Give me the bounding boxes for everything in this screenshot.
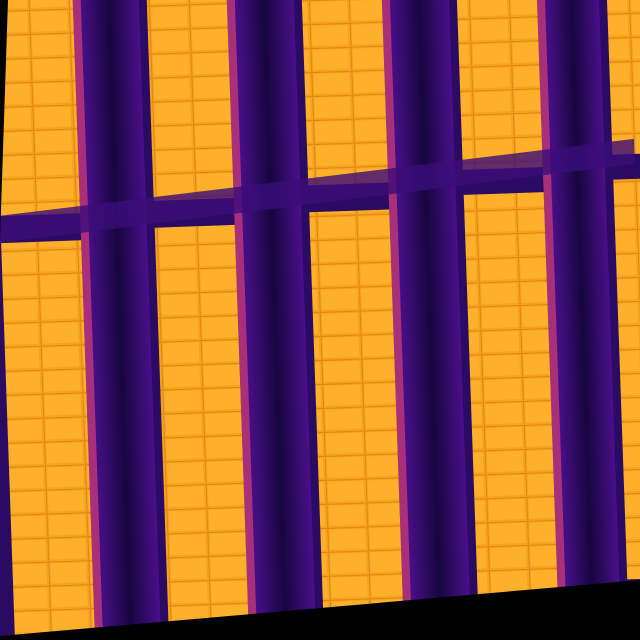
image-border [0,580,640,640]
solar-panel [463,192,558,595]
solar-panel [154,224,249,628]
solar-panel [1,240,96,640]
solar-panel [300,0,389,186]
gap-strip [77,0,161,638]
panel-edge [535,0,567,622]
gap-strip [542,0,621,622]
panel-edge [380,0,412,628]
shadow-band [0,138,635,244]
panel-edge [225,0,257,633]
solar-panel [145,0,234,201]
solar-panel [455,0,543,170]
solar-panel [605,0,640,155]
solar-panel [0,0,81,217]
solar-panel [613,178,640,580]
panel-edge [71,0,103,639]
gap-strip [387,0,471,628]
gap-strip [232,0,316,633]
solar-panel [309,209,404,613]
image-border [0,0,8,240]
